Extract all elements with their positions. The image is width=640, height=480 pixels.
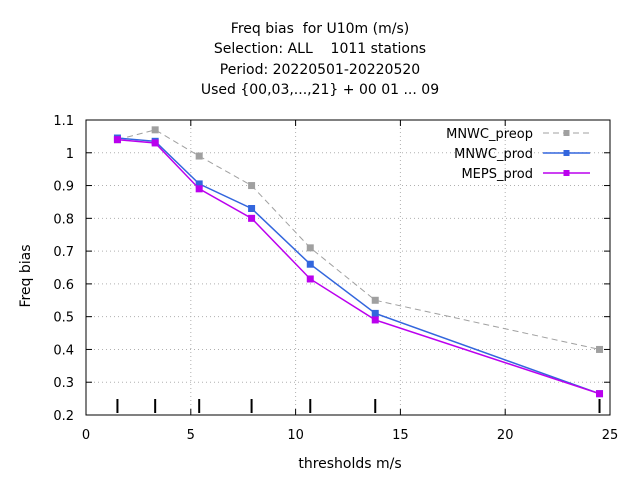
plot-frame [85, 119, 611, 416]
y-tick-label: 0.7 [53, 245, 74, 260]
data-point-MEPS_prod [151, 139, 159, 147]
y-tick-label: 1 [66, 147, 74, 162]
data-point-MNWC_prod [371, 309, 379, 317]
data-point-MNWC_prod [248, 205, 256, 212]
x-axis-label: thresholds m/s [298, 456, 402, 472]
x-tick-label: 0 [82, 428, 90, 443]
legend-marker-MEPS_prod [563, 170, 570, 176]
y-tick-label: 0.2 [53, 409, 74, 424]
data-point-MNWC_prod [306, 260, 314, 268]
data-point-MEPS_prod [248, 214, 256, 222]
x-tick-label: 10 [287, 428, 304, 443]
legend-marker-MNWC_prod [563, 150, 570, 156]
chart-title-line-2: Selection: ALL 1011 stations [213, 41, 427, 57]
legend-label-MNWC_prod: MNWC_prod [454, 147, 533, 162]
x-tick-label: 5 [187, 428, 195, 443]
y-tick-label: 0.5 [53, 311, 74, 326]
chart-title-line-3: Period: 20220501-20220520 [219, 62, 421, 78]
data-point-MNWC_preop [248, 182, 256, 190]
data-point-MEPS_prod [113, 136, 121, 144]
data-point-MEPS_prod [306, 275, 314, 283]
y-tick-label: 0.6 [53, 278, 74, 293]
y-tick-label: 0.8 [53, 212, 74, 227]
y-axis-label: Freq bias [18, 244, 34, 308]
data-point-MEPS_prod [596, 390, 604, 398]
y-tick-label: 0.3 [53, 376, 74, 391]
y-tick-label: 1.1 [53, 114, 74, 129]
y-tick-label: 0.4 [53, 343, 74, 358]
chart-title-line-4: Used {00,03,...,21} + 00 01 ... 09 [200, 82, 440, 98]
data-point-MNWC_preop [306, 244, 314, 252]
legend-marker-MNWC_preop [563, 130, 570, 136]
x-tick-label: 20 [497, 428, 514, 443]
data-point-MNWC_preop [371, 296, 379, 304]
legend-label-MNWC_preop: MNWC_preop [446, 127, 533, 142]
data-point-MNWC_preop [195, 152, 203, 160]
data-point-MEPS_prod [371, 316, 379, 324]
legend-label-MEPS_prod: MEPS_prod [461, 167, 533, 182]
x-tick-label: 15 [392, 428, 409, 443]
y-tick-label: 0.9 [53, 180, 74, 195]
data-point-MEPS_prod [195, 185, 203, 193]
data-point-MNWC_preop [151, 126, 159, 134]
x-tick-label: 25 [602, 428, 619, 443]
data-point-MNWC_preop [596, 345, 604, 353]
chart-title-line-1: Freq bias for U10m (m/s) [230, 21, 410, 37]
